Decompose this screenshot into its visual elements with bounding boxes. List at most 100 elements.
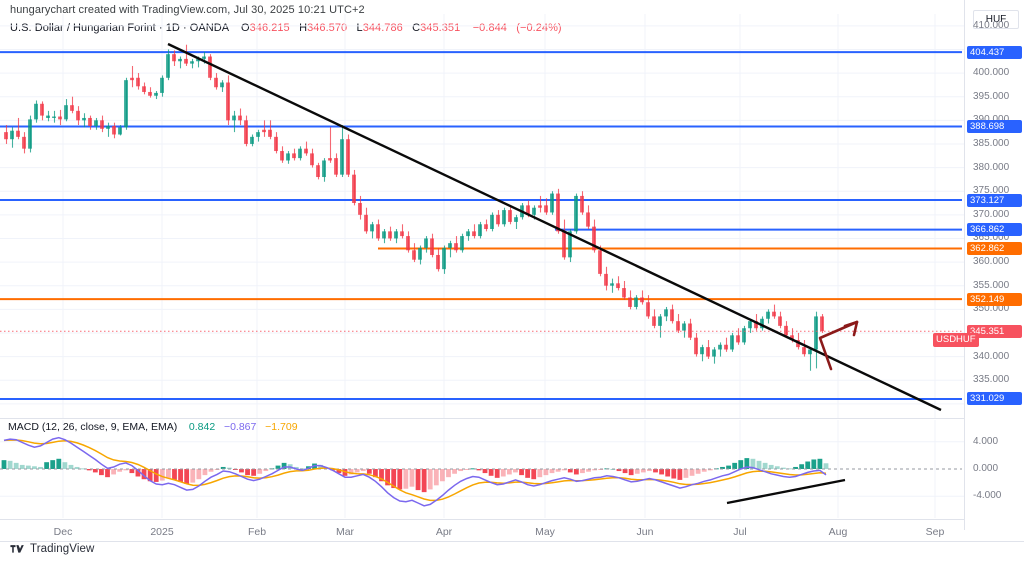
candle-body <box>448 243 452 248</box>
time-label-Apr: Apr <box>435 526 453 538</box>
candle-body <box>754 321 758 329</box>
macd-chart-canvas[interactable] <box>0 420 965 518</box>
macd-histogram-bar <box>677 469 683 480</box>
macd-histogram-bar <box>190 469 196 483</box>
macd-histogram-bar <box>86 469 92 471</box>
macd-histogram-bar <box>616 469 622 472</box>
candle-body <box>784 325 788 336</box>
macd-pane[interactable] <box>0 420 965 518</box>
candle-body <box>544 205 548 213</box>
price-level-badge-support-331[interactable]: 331.029 <box>967 392 1022 406</box>
macd-histogram-bar <box>440 469 445 482</box>
macd-histogram-bar <box>421 469 427 493</box>
legend-low-value: 344.786 <box>362 22 403 34</box>
macd-histogram-bar <box>720 466 725 469</box>
candle-body <box>580 195 584 213</box>
macd-histogram-bar <box>391 469 397 489</box>
candle-body <box>352 174 356 204</box>
price-level-badge-resistance-388[interactable]: 388.698 <box>967 119 1022 133</box>
candle-body <box>682 323 686 331</box>
candle-body <box>646 302 650 317</box>
candle-body <box>220 82 224 88</box>
macd-histogram-bar <box>385 469 390 486</box>
candle-body <box>274 136 278 152</box>
candle-body <box>10 130 14 140</box>
macd-histogram-bar <box>506 469 512 475</box>
macd-histogram-bar <box>774 466 780 469</box>
candle-body <box>532 207 536 215</box>
candle-body <box>100 120 104 129</box>
macd-histogram-bar <box>318 464 324 469</box>
macd-histogram-bar <box>470 468 476 470</box>
candle-body <box>310 153 314 166</box>
last-price-badge[interactable]: 345.351 <box>967 324 1022 338</box>
price-tick-400: 400.000 <box>973 67 1010 79</box>
price-chart-canvas[interactable] <box>0 14 965 418</box>
macd-histogram-bar <box>433 469 439 486</box>
macd-histogram-bar <box>446 469 451 478</box>
price-level-badge-resistance-366[interactable]: 366.862 <box>967 223 1022 237</box>
candle-body <box>478 224 482 237</box>
candle-body <box>610 283 614 286</box>
macd-histogram-bar <box>281 462 287 469</box>
candle-body <box>82 117 86 121</box>
candle-body <box>16 130 20 137</box>
legend-high-key: H <box>299 22 308 34</box>
last-price-symbol-tag: USDHUF <box>933 333 979 347</box>
candle-body <box>52 116 56 118</box>
macd-histogram-bar <box>732 462 738 469</box>
price-level-badge-resistance-373[interactable]: 373.127 <box>967 193 1022 207</box>
candle-body <box>820 316 824 332</box>
macd-histogram-bar <box>805 461 811 469</box>
footer[interactable]: TradingView <box>10 543 94 555</box>
price-scale[interactable]: HUF 410.000 400.000 395.000 390.000 385.000 3… <box>964 0 1024 530</box>
macd-histogram-bar <box>172 469 177 480</box>
macd-histogram-bar <box>683 469 689 478</box>
price-pane[interactable] <box>0 14 965 418</box>
chart-legend[interactable]: U.S. Dollar / Hungarian Forint · 1D · OA… <box>10 22 562 34</box>
price-level-badge-resistance-404[interactable]: 404.437 <box>967 45 1022 59</box>
macd-histogram-bar <box>141 469 147 480</box>
price-tick-355: 355.000 <box>973 279 1010 291</box>
macd-histogram-bar <box>592 469 598 471</box>
time-axis[interactable]: Dec 2025 Feb Mar Apr May Jun Jul Aug Sep <box>0 519 965 542</box>
macd-histogram-bar <box>427 469 433 490</box>
candle-body <box>376 224 380 239</box>
candle-body <box>508 210 512 222</box>
candle-body <box>460 236 464 251</box>
candle-body <box>496 214 500 225</box>
legend-close-value: 345.351 <box>420 22 461 34</box>
macd-histogram-bar <box>153 469 159 482</box>
candle-body <box>250 136 254 144</box>
macd-histogram-bar <box>799 464 805 469</box>
macd-histogram-bar <box>464 469 470 470</box>
time-label-May: May <box>535 526 555 538</box>
candle-body <box>622 288 626 298</box>
candle-body <box>574 195 578 232</box>
candle-body <box>226 82 230 121</box>
candle-body <box>472 231 476 237</box>
candle-body <box>562 231 566 258</box>
macd-histogram-bar <box>500 469 506 477</box>
candle-body <box>298 148 302 159</box>
price-level-badge-resistance-362[interactable]: 362.862 <box>967 242 1022 256</box>
legend-close-key: C <box>412 22 421 34</box>
macd-histogram-bar <box>32 466 37 469</box>
macd-histogram-bar <box>653 469 658 473</box>
candle-body <box>772 311 776 317</box>
macd-histogram-bar <box>74 466 80 469</box>
macd-histogram-bar <box>403 469 409 489</box>
macd-histogram-bar <box>56 458 62 469</box>
candle-body <box>424 238 428 248</box>
macd-histogram-bar <box>573 469 579 475</box>
tradingview-brand-label: TradingView <box>30 543 95 555</box>
macd-histogram-bar <box>543 469 549 476</box>
candle-body <box>364 214 368 232</box>
macd-histogram-bar <box>513 469 518 473</box>
price-level-badge-resistance-352[interactable]: 352.149 <box>967 292 1022 306</box>
candle-body <box>724 344 728 350</box>
candle-body <box>172 54 176 62</box>
candle-body <box>760 318 764 329</box>
macd-legend[interactable]: MACD (12, 26, close, 9, EMA, EMA) 0.842 … <box>8 421 298 433</box>
legend-symbol[interactable]: U.S. Dollar / Hungarian Forint · 1D · OA… <box>10 22 229 34</box>
